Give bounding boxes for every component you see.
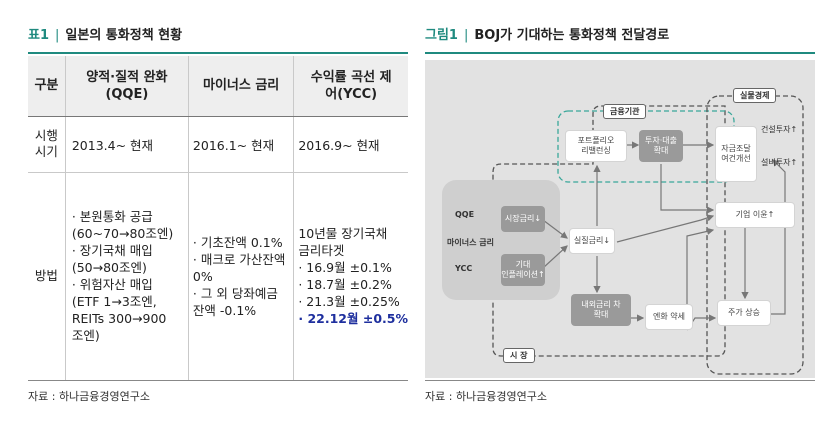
transmission-diagram: 금융기관 실물경제 시 장 QQE 마이너스 금리 YCC 포트폴리오 리밸런싱… — [425, 60, 815, 378]
ycc-line: 10년물 장기국채 — [298, 226, 388, 242]
cell-qqe-method: · 본원통화 공급 (60~70→80조엔) · 장기국채 매입 (50→80조… — [65, 172, 189, 380]
header-qqe: 양적·질적 완화(QQE) — [65, 56, 189, 117]
qqe-line: · 장기국채 매입 — [71, 243, 153, 259]
arrow-invest-to-profit — [660, 164, 715, 214]
table-title: 표1 | 일본의 통화정책 현황 — [28, 24, 182, 43]
qqe-line: (50→80조엔) — [71, 260, 147, 276]
ycc-method-lines: 10년물 장기국채 금리타겟 · 16.9월 ±0.1% · 18.7월 ±0.… — [298, 225, 408, 327]
header-negative-rate: 마이너스 금리 — [188, 56, 295, 117]
table-title-label: 표1 — [28, 28, 50, 43]
box-funding-conditions: 자금조달 여건개선 — [715, 126, 757, 182]
row-label-period: 시행 시기 — [28, 116, 66, 173]
finance-institution-tag: 금융기관 — [603, 104, 647, 119]
cell-negative-method: · 기초잔액 0.1% · 매크로 가산잔액 0% · 그 외 당좌예금 잔액 … — [188, 172, 295, 380]
title-divider: | — [55, 28, 60, 43]
table-source: 자료 : 하나금융경영연구소 — [28, 390, 151, 403]
ycc-highlight-line: · 22.12월 ±0.5% — [298, 311, 408, 327]
finance-region-outline — [557, 110, 735, 183]
negative-line: · 매크로 가산잔액 — [192, 251, 286, 267]
qqe-line: · 본원통화 공급 — [71, 209, 153, 225]
arrow-real-to-profit — [616, 214, 715, 243]
qqe-line: (ETF 1→3조엔, — [71, 294, 157, 310]
header-category: 구분 — [28, 56, 66, 117]
cell-negative-period: 2016.1~ 현재 — [188, 116, 295, 173]
figure-title: 그림1 | BOJ가 기대하는 통화정책 전달경로 — [425, 24, 669, 43]
table-header-row: 구분 양적·질적 완화(QQE) 마이너스 금리 수익률 곡선 제어(YCC) — [28, 56, 408, 117]
table-bottom-rule — [28, 380, 408, 381]
arrow-stock-to-funding — [771, 159, 786, 315]
box-investment-lending: 투자·대출 확대 — [639, 130, 683, 162]
box-market-rate: 시장금리↓ — [501, 206, 545, 232]
qqe-line: REITs 300→900 — [71, 311, 167, 327]
box-stock-rise: 주가 상승 — [717, 300, 771, 326]
figure-top-rule — [425, 52, 815, 54]
ycc-line: · 18.7월 ±0.2% — [298, 277, 392, 293]
policy-label-negative-rate: 마이너스 금리 — [447, 238, 494, 247]
box-real-rate: 실질금리↓ — [569, 228, 615, 254]
qqe-method-lines: · 본원통화 공급 (60~70→80조엔) · 장기국채 매입 (50→80조… — [72, 208, 188, 344]
cell-ycc-period: 2016.9~ 현재 — [293, 116, 408, 173]
label-equipment-investment: 설비투자↑ — [761, 158, 798, 167]
market-region-outline — [492, 105, 726, 357]
policy-label-ycc: YCC — [455, 264, 473, 273]
ycc-line: · 21.3월 ±0.25% — [298, 294, 400, 310]
arrow-nominal-to-real — [542, 219, 568, 239]
policy-label-qqe: QQE — [455, 210, 475, 219]
figure-source: 자료 : 하나금융경영연구소 — [425, 390, 548, 403]
negative-line: · 그 외 당좌예금 — [192, 285, 278, 301]
negative-line: · 기초잔액 0.1% — [192, 234, 283, 250]
negative-line: 잔액 -0.1% — [192, 302, 257, 318]
ycc-line: · 16.9월 ±0.1% — [298, 260, 392, 276]
policy-table: 구분 양적·질적 완화(QQE) 마이너스 금리 수익률 곡선 제어(YCC) … — [28, 56, 408, 380]
negative-line: 0% — [192, 268, 213, 284]
table-row-method: 방법 · 본원통화 공급 (60~70→80조엔) · 장기국채 매입 (50→… — [28, 172, 408, 380]
arrow-inflation-to-real — [542, 245, 568, 269]
arrow-yen-to-profit — [686, 227, 715, 310]
ycc-line: 금리타겟 — [298, 243, 345, 259]
figure-title-text: BOJ가 기대하는 통화정책 전달경로 — [474, 28, 670, 43]
box-yen-weakness: 엔화 약세 — [645, 304, 693, 330]
box-corporate-profit: 기업 이윤↑ — [715, 202, 795, 228]
table-row-period: 시행 시기 2013.4~ 현재 2016.1~ 현재 2016.9~ 현재 — [28, 116, 408, 173]
box-expected-inflation: 기대 인플레이션↑ — [501, 254, 545, 286]
market-tag: 시 장 — [503, 348, 535, 363]
box-portfolio-rebalancing: 포트폴리오 리밸런싱 — [565, 130, 627, 162]
cell-qqe-period: 2013.4~ 현재 — [65, 116, 189, 173]
qqe-line: (60~70→80조엔) — [71, 226, 174, 242]
real-economy-tag: 실물경제 — [733, 88, 777, 103]
negative-method-lines: · 기초잔액 0.1% · 매크로 가산잔액 0% · 그 외 당좌예금 잔액 … — [193, 234, 293, 319]
qqe-line: · 위험자산 매입 — [71, 277, 153, 293]
cell-ycc-method: 10년물 장기국채 금리타겟 · 16.9월 ±0.1% · 18.7월 ±0.… — [294, 172, 408, 380]
row-label-method: 방법 — [28, 172, 66, 380]
box-rate-differential: 내외금리 차 확대 — [571, 294, 631, 326]
table-title-text: 일본의 통화정책 현황 — [65, 28, 183, 43]
figure-title-label: 그림1 — [425, 28, 458, 43]
title-divider: | — [463, 28, 469, 43]
table-top-rule — [28, 52, 408, 54]
header-ycc: 수익률 곡선 제어(YCC) — [293, 56, 408, 117]
label-construction-investment: 건설투자↑ — [761, 125, 798, 134]
figure-bottom-rule — [425, 380, 815, 381]
qqe-line: 조엔) — [71, 328, 100, 344]
